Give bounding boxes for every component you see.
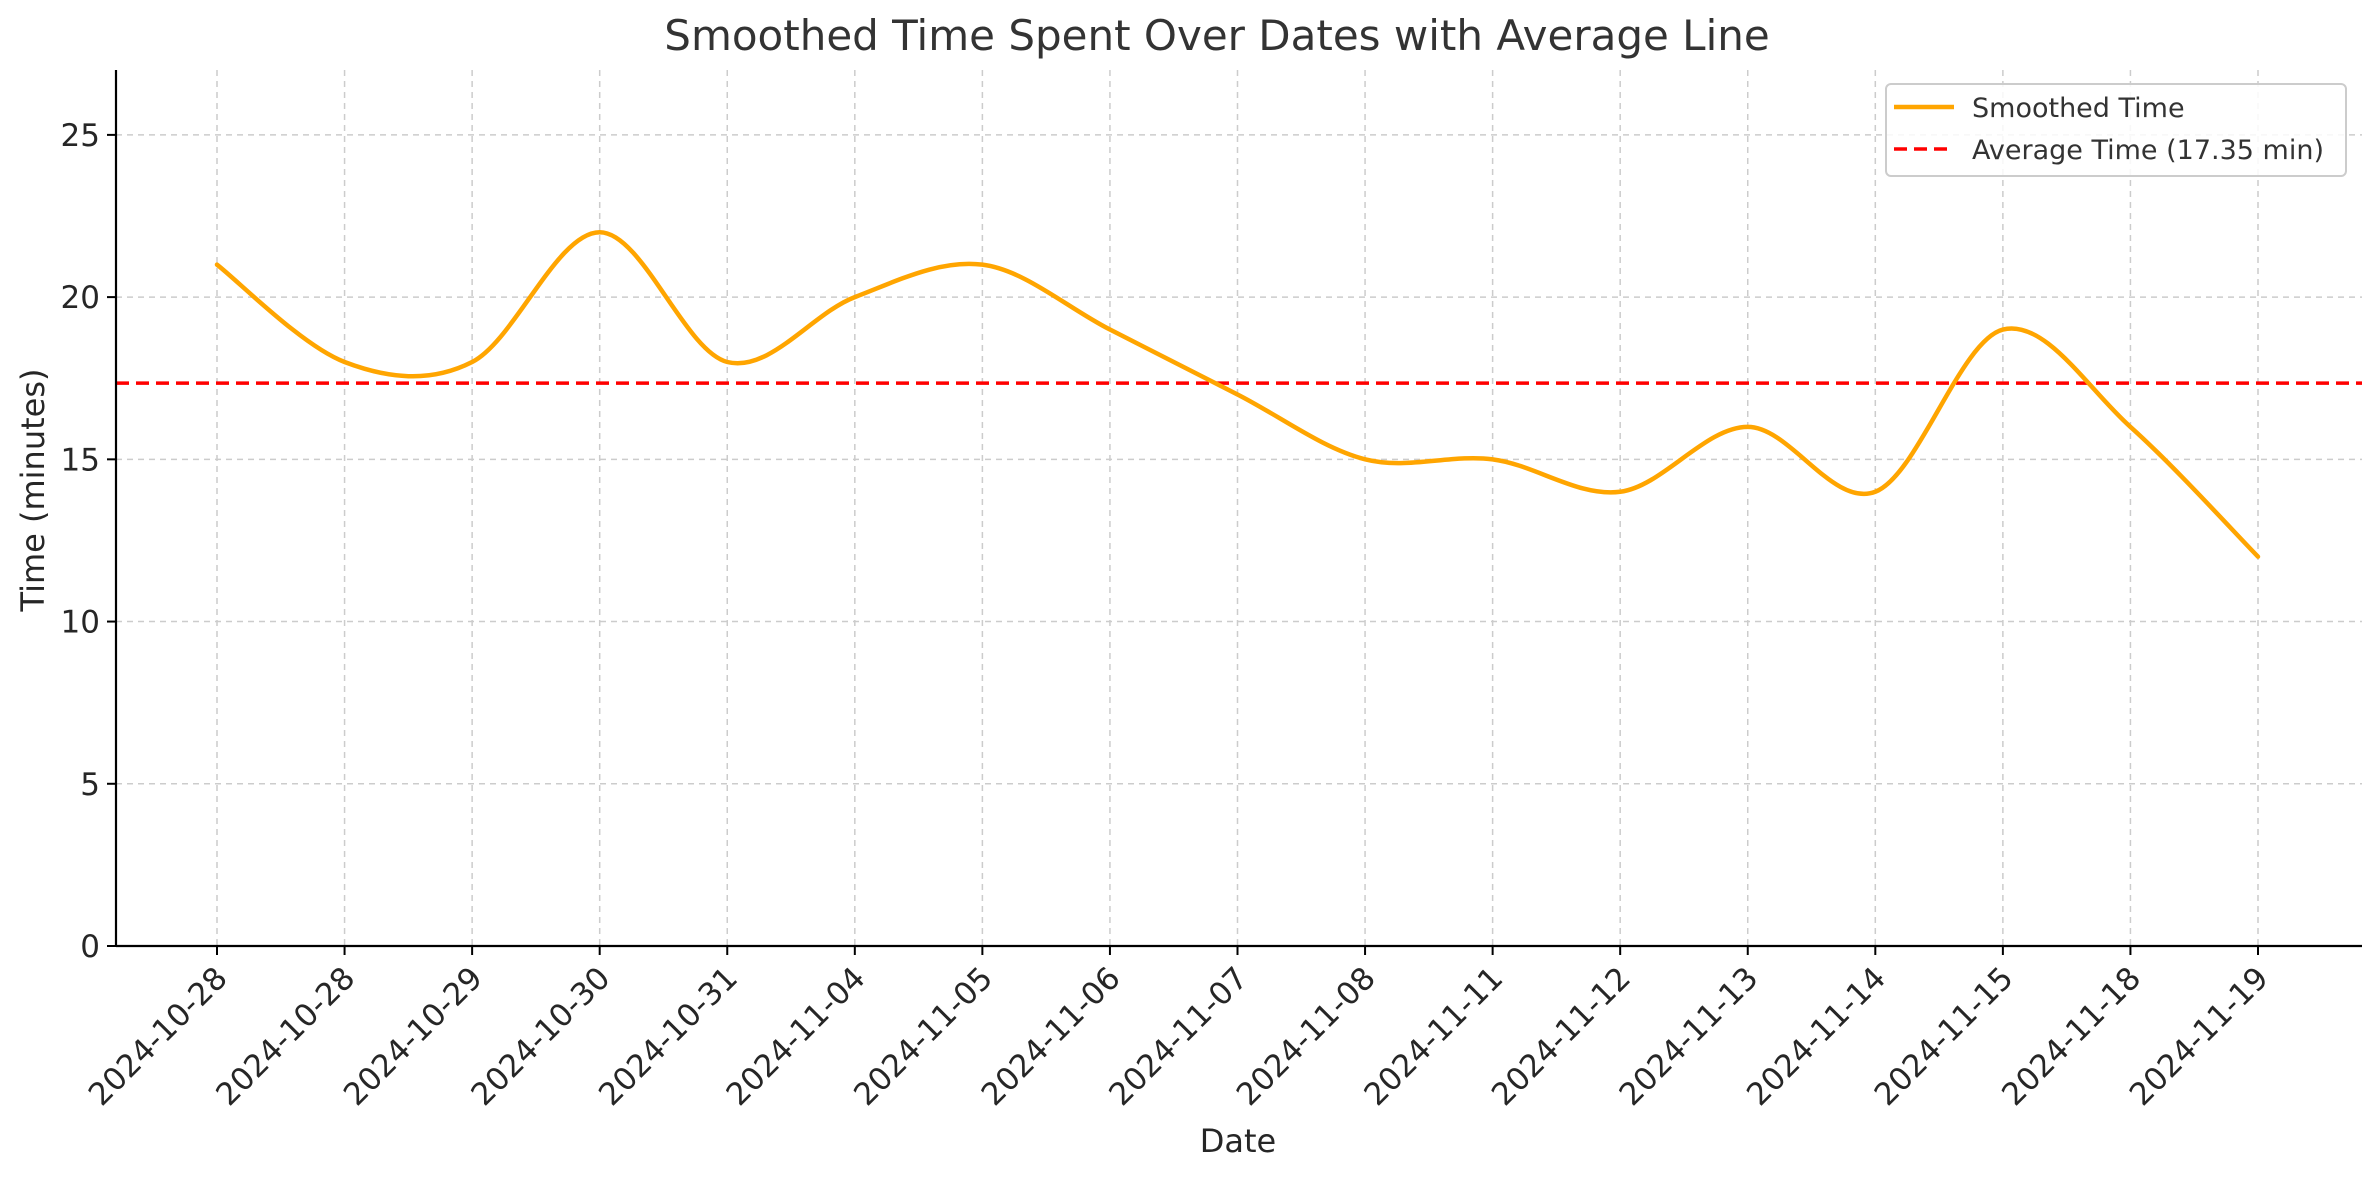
y-tick-label: 0: [80, 929, 100, 965]
legend: Smoothed Time Average Time (17.35 min): [1885, 83, 2347, 177]
grid: [116, 70, 2362, 947]
x-axis-label: Date: [1200, 1122, 1276, 1160]
legend-label-average-time: Average Time (17.35 min): [1972, 135, 2324, 166]
x-tick-label: 2024-11-19: [2123, 960, 2276, 1113]
y-tick-label: 5: [80, 767, 100, 803]
y-tick-label: 25: [61, 118, 100, 154]
legend-label-smoothed-time: Smoothed Time: [1972, 93, 2185, 124]
series-group: [214, 229, 2261, 559]
y-axis-label: Time (minutes): [14, 369, 52, 613]
y-tick-label: 20: [61, 280, 100, 316]
legend-box: [1885, 83, 2347, 177]
ticks: 2024-10-282024-10-282024-10-292024-10-30…: [61, 118, 2276, 1113]
chart-title: Smoothed Time Spent Over Dates with Aver…: [664, 11, 1769, 60]
axes: [114, 70, 2362, 948]
y-tick-label: 10: [61, 605, 100, 641]
series-line-smoothed-time: [214, 229, 2261, 559]
y-tick-label: 15: [61, 442, 100, 478]
